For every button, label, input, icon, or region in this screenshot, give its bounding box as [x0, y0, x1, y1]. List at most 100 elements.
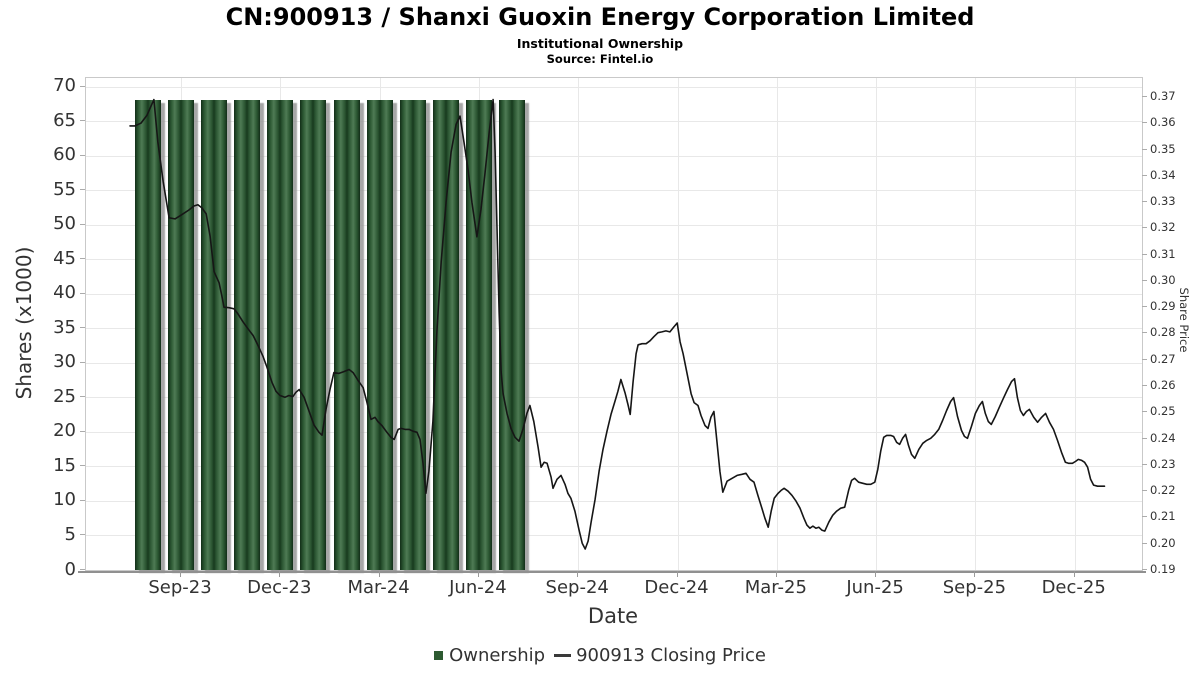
right-axis-tick-label: 0.29: [1150, 299, 1176, 314]
ownership-bar: [234, 100, 261, 570]
vertical-gridline: [876, 78, 878, 570]
left-axis-tick-mark: [80, 189, 85, 191]
closing-price-polyline: [129, 98, 1106, 550]
ownership-legend-swatch: [434, 651, 444, 660]
horizontal-gridline: [86, 259, 1142, 261]
left-axis-tick-label: 35: [53, 316, 76, 338]
horizontal-gridline: [86, 121, 1142, 123]
right-axis-tick-mark: [1142, 490, 1147, 492]
x-axis-tick-label: Dec-25: [1041, 577, 1106, 598]
right-axis-tick-label: 0.25: [1150, 404, 1176, 419]
left-axis-tick-mark: [80, 258, 85, 260]
left-axis-tick-mark: [80, 223, 85, 225]
left-axis-tick-label: 50: [53, 213, 76, 235]
left-axis-tick-label: 65: [53, 109, 76, 131]
right-axis-tick-mark: [1142, 279, 1147, 281]
x-axis-tick-mark: [775, 571, 777, 577]
left-axis-tick-label: 0: [64, 558, 76, 580]
right-axis-tick-mark: [1142, 411, 1147, 413]
horizontal-gridline: [86, 431, 1142, 433]
right-axis-tick-label: 0.27: [1150, 351, 1176, 366]
chart-title: CN:900913 / Shanxi Guoxin Energy Corpora…: [225, 3, 975, 31]
horizontal-gridline: [86, 293, 1142, 295]
horizontal-gridline: [86, 155, 1142, 157]
left-axis-tick-label: 5: [64, 523, 76, 545]
right-axis-tick-mark: [1142, 174, 1147, 176]
x-axis-tick-label: Dec-24: [644, 577, 709, 598]
left-axis-tick-mark: [80, 292, 85, 294]
right-axis-tick-mark: [1142, 227, 1147, 229]
ownership-bar: [333, 100, 360, 570]
right-axis-tick-label: 0.34: [1150, 167, 1176, 182]
horizontal-gridline: [86, 535, 1142, 537]
x-axis-tick-label: Mar-24: [347, 577, 410, 598]
horizontal-gridline: [86, 190, 1142, 192]
x-axis-title: Date: [587, 604, 639, 628]
right-axis-tick-label: 0.22: [1150, 483, 1176, 498]
x-axis-spine: [78, 571, 1146, 573]
left-axis-tick-label: 70: [53, 75, 76, 97]
left-axis-tick-label: 60: [53, 144, 76, 166]
right-axis-tick-mark: [1142, 516, 1147, 518]
left-axis-tick-mark: [80, 534, 85, 536]
ownership-bar: [499, 100, 525, 570]
x-axis-tick-mark: [974, 571, 976, 577]
ownership-legend-label: Ownership: [449, 645, 546, 666]
left-axis-tick-mark: [80, 569, 85, 570]
right-axis-tick-mark: [1142, 95, 1147, 97]
left-axis-tick-label: 45: [53, 247, 76, 269]
x-axis-tick-mark: [875, 571, 877, 577]
left-axis-tick-label: 30: [53, 351, 76, 373]
vertical-gridline: [776, 78, 778, 570]
right-axis-tick-mark: [1142, 253, 1147, 255]
left-axis-tick-mark: [80, 361, 85, 363]
x-axis-tick-mark: [676, 571, 678, 577]
left-axis-tick-label: 10: [53, 489, 76, 511]
chart-subtitle: Institutional Ownership: [516, 36, 684, 51]
right-axis-tick-mark: [1142, 332, 1147, 334]
right-axis-tick-mark: [1142, 148, 1147, 150]
vertical-gridline: [975, 78, 977, 570]
right-axis-tick-mark: [1142, 122, 1147, 124]
right-axis-tick-mark: [1142, 463, 1147, 465]
left-axis-tick-mark: [80, 430, 85, 432]
right-axis-tick-label: 0.32: [1150, 220, 1176, 235]
left-axis-tick-mark: [80, 465, 85, 467]
x-axis-tick-mark: [279, 571, 281, 577]
right-axis-tick-label: 0.26: [1150, 378, 1176, 393]
left-axis-tick-mark: [80, 396, 85, 398]
ownership-bar: [134, 100, 161, 570]
plot-area: [85, 77, 1143, 571]
ownership-bar: [267, 100, 294, 570]
right-axis-tick-label: 0.23: [1150, 456, 1176, 471]
x-axis-tick-mark: [378, 571, 380, 577]
x-axis-tick-label: Jun-24: [449, 577, 507, 598]
right-axis-tick-label: 0.36: [1150, 115, 1176, 130]
left-axis-tick-mark: [80, 120, 85, 122]
horizontal-gridline: [86, 86, 1142, 88]
ownership-bar: [201, 100, 228, 570]
horizontal-gridline: [86, 500, 1142, 502]
ownership-bar: [300, 100, 327, 570]
vertical-gridline: [578, 78, 580, 570]
horizontal-gridline: [86, 466, 1142, 468]
ownership-bar: [366, 100, 393, 570]
left-axis-tick-label: 40: [53, 282, 76, 304]
right-axis-title: Share Price: [1177, 287, 1191, 353]
x-axis-tick-label: Sep-23: [148, 577, 212, 598]
x-axis-tick-mark: [180, 571, 181, 577]
right-axis-tick-label: 0.21: [1150, 509, 1176, 524]
left-axis-tick-mark: [80, 327, 85, 329]
right-axis-tick-mark: [1142, 542, 1147, 544]
left-axis-tick-label: 55: [53, 178, 76, 200]
right-axis-tick-mark: [1142, 358, 1147, 360]
right-axis-tick-mark: [1142, 569, 1147, 570]
ownership-bar: [465, 100, 492, 570]
right-axis-tick-label: 0.31: [1150, 246, 1176, 261]
x-axis-tick-label: Sep-24: [545, 577, 609, 598]
x-axis-tick-mark: [1073, 571, 1075, 577]
ownership-bar: [168, 100, 194, 570]
left-axis-tick-label: 20: [53, 420, 76, 442]
left-axis-tick-mark: [80, 154, 85, 156]
right-axis-tick-label: 0.30: [1150, 272, 1176, 287]
